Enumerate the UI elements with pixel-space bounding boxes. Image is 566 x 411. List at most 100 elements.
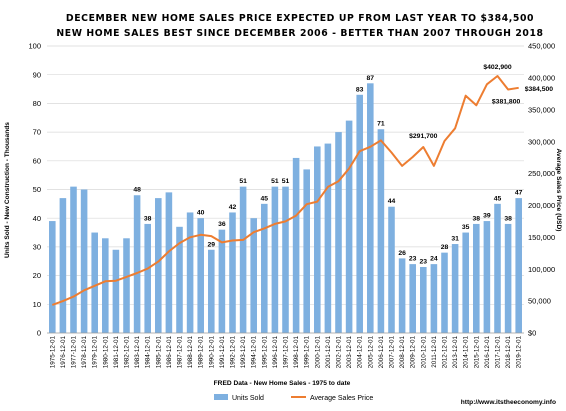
bar (70, 186, 77, 333)
x-tick-label: 1983-12-01 (134, 336, 141, 369)
x-tick-label: 1982-12-01 (124, 336, 131, 369)
bar (112, 249, 120, 333)
right-axis-label: Average Sales Price (USD) (555, 149, 562, 232)
bar-value-label: 29 (208, 241, 216, 248)
x-tick-label: 1989-12-01 (198, 336, 205, 369)
chart-title-line1: DECEMBER NEW HOME SALES PRICE EXPECTED U… (66, 13, 534, 24)
bar (261, 203, 268, 333)
x-tick-label: 1980-12-01 (102, 336, 109, 369)
bar-value-label: 51 (239, 178, 247, 185)
bar (483, 221, 491, 333)
x-tick-label: 1991-12-01 (219, 336, 226, 369)
x-tick-label: 1990-12-01 (208, 336, 215, 369)
bar (462, 232, 469, 333)
legend: Units Sold Average Sales Price (214, 394, 373, 402)
bar-value-label: 45 (261, 195, 269, 202)
bar-value-label: 28 (441, 244, 449, 251)
bar (303, 169, 310, 333)
right-tick-label: 200,000 (528, 201, 555, 210)
bar (292, 157, 300, 333)
bar (250, 218, 257, 333)
x-tick-label: 1981-12-01 (113, 336, 120, 369)
x-tick-label: 1985-12-01 (155, 336, 162, 369)
bar (324, 143, 332, 333)
x-tick-label: 2002-12-01 (336, 336, 343, 369)
bar-value-label: 48 (133, 187, 141, 194)
x-tick-label: 1999-12-01 (304, 336, 311, 369)
left-tick-label: 10 (33, 300, 41, 309)
bar (367, 83, 374, 333)
bar (356, 94, 363, 333)
bar (229, 212, 236, 333)
x-tick-label: 1998-12-01 (293, 336, 300, 369)
x-tick-label: 2001-12-01 (325, 336, 332, 369)
x-tick-label: 1977-12-01 (71, 336, 78, 369)
price-annotation: $381,800 (492, 98, 521, 105)
legend-label-units-sold: Units Sold (232, 395, 264, 402)
bar (494, 203, 501, 333)
bar-value-label: 42 (229, 204, 237, 211)
bar (515, 198, 522, 333)
bar (314, 146, 321, 333)
x-tick-label: 1995-12-01 (261, 336, 268, 369)
price-annotation: $384,500 (525, 86, 554, 93)
left-axis-ticks: 0 10 20 30 40 50 60 70 80 90 100 (28, 42, 41, 338)
bar (398, 258, 406, 333)
bar (430, 264, 438, 333)
legend-label-average-price: Average Sales Price (310, 395, 373, 402)
bar-value-label: 44 (388, 198, 396, 205)
x-tick-label: 2011-12-01 (431, 336, 438, 368)
right-tick-label: 350,000 (528, 105, 555, 114)
right-tick-label: 450,000 (528, 42, 555, 51)
x-tick-label: 2010-12-01 (420, 336, 427, 369)
x-tick-label: 1984-12-01 (145, 336, 152, 369)
left-tick-label: 20 (33, 271, 41, 280)
bar (282, 186, 289, 333)
right-tick-label: 150,000 (528, 233, 555, 242)
bar-value-label: 40 (197, 210, 205, 217)
left-tick-label: 100 (28, 42, 41, 51)
bar (208, 249, 215, 333)
x-tick-label: 1997-12-01 (283, 336, 290, 369)
bar (80, 189, 88, 333)
bar-value-label: 47 (515, 190, 523, 197)
bar-value-label: 45 (494, 195, 502, 202)
x-tick-label: 2013-12-01 (452, 336, 459, 369)
bar-value-label: 38 (504, 215, 512, 222)
x-tick-label: 1987-12-01 (177, 336, 184, 369)
source-url: http://www.itstheeconomy.info (461, 399, 556, 406)
bar-value-label: 24 (430, 256, 438, 263)
bar-value-label: 83 (356, 86, 364, 93)
x-tick-label: 1988-12-01 (187, 336, 194, 369)
bar-value-label: 26 (398, 250, 406, 257)
x-tick-label: 2018-12-01 (505, 336, 512, 369)
bar (451, 244, 459, 333)
bar (59, 198, 67, 333)
left-tick-label: 50 (33, 185, 41, 194)
right-tick-label: 300,000 (528, 137, 555, 146)
bar-value-label: 23 (409, 256, 417, 263)
bar (218, 229, 226, 333)
x-tick-label: 1976-12-01 (60, 336, 67, 369)
x-tick-label: 1993-12-01 (240, 336, 247, 369)
left-tick-label: 0 (37, 329, 41, 338)
bar (123, 238, 130, 333)
price-annotations: $291,700 $402,900 $381,800 $384,500 (409, 64, 553, 140)
bar (239, 186, 247, 333)
x-tick-label: 2003-12-01 (346, 336, 353, 369)
bar (473, 223, 480, 333)
price-annotation: $291,700 (409, 133, 438, 140)
x-tick-label: 1994-12-01 (251, 336, 258, 369)
bar-value-label: 71 (377, 121, 385, 128)
bar-value-label: 51 (282, 178, 290, 185)
bar (504, 223, 512, 333)
x-tick-label: 1978-12-01 (81, 336, 88, 369)
x-tick-label: 2007-12-01 (389, 336, 396, 369)
right-tick-label: 100,000 (528, 265, 555, 274)
right-tick-label: 250,000 (528, 169, 555, 178)
x-axis-ticks: 1975-12-01 1976-12-01 1977-12-01 1978-12-01… (49, 336, 522, 369)
left-tick-label: 90 (33, 70, 41, 79)
x-tick-label: 2012-12-01 (442, 336, 449, 369)
bar-value-label: 35 (462, 224, 470, 231)
x-tick-label: 1992-12-01 (230, 336, 237, 369)
